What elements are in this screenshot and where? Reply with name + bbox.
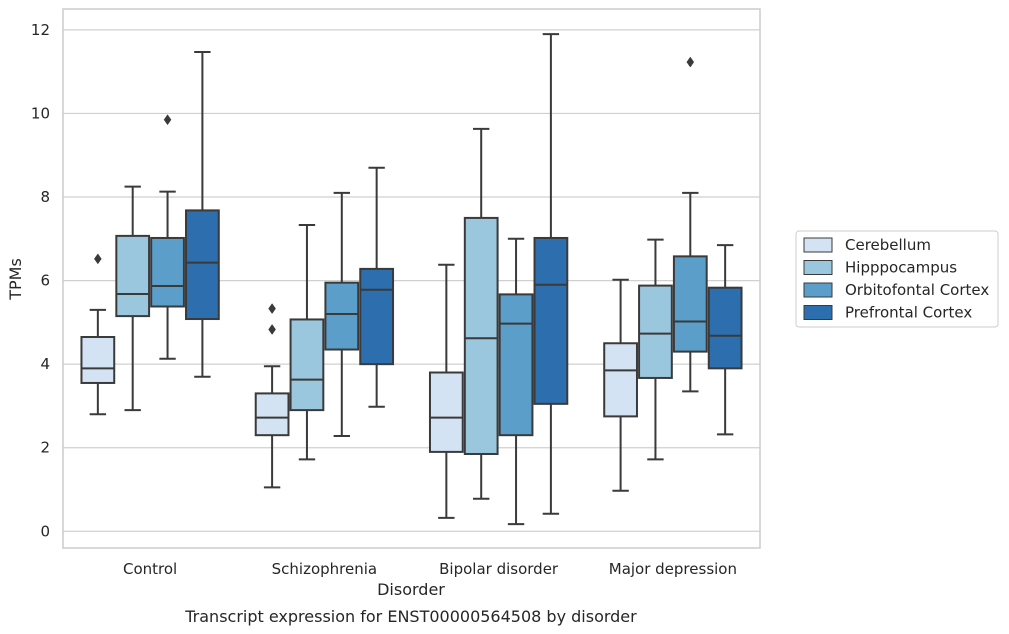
legend: Cerebellum Hipppocampus Orbitofontal Corte… <box>795 230 999 328</box>
box-body <box>115 234 151 318</box>
box-1-1 <box>289 224 325 461</box>
outlier-point <box>686 56 695 68</box>
legend-swatch <box>803 260 833 275</box>
y-tick-labels: 0 2 4 6 8 10 12 <box>31 21 50 540</box>
legend-label: Prefrontal Cortex <box>845 304 972 322</box>
box-body <box>672 255 708 353</box>
box-body <box>707 286 743 370</box>
box-1-2 <box>463 127 499 500</box>
box-3-2 <box>533 33 569 515</box>
box-2-1 <box>324 191 360 438</box>
x-tick-label: Bipolar disorder <box>439 560 559 578</box>
box-2-2 <box>498 237 534 526</box>
box-3-3 <box>707 244 743 436</box>
box-1-0 <box>115 185 151 412</box>
y-tick-label: 8 <box>40 188 50 206</box>
outlier-point <box>268 303 276 315</box>
box-body <box>463 216 499 455</box>
plot-area-frame <box>62 8 761 549</box>
x-tick-label: Schizophrenia <box>272 560 377 578</box>
box-body <box>428 371 464 453</box>
legend-label: Cerebellum <box>845 236 931 254</box>
y-axis-label: TPMs <box>6 258 25 301</box>
y-tick-label: 12 <box>31 21 50 39</box>
box-body <box>638 284 673 379</box>
box-body <box>289 318 325 412</box>
boxes-layer <box>80 33 743 526</box>
box-0-3 <box>603 278 638 492</box>
chart-caption: Transcript expression for ENST0000056450… <box>184 607 637 626</box>
box-body <box>533 236 569 405</box>
box-body <box>359 267 395 366</box>
y-tick-label: 6 <box>40 272 50 290</box>
legend-label: Hipppocampus <box>845 259 957 277</box>
box-0-1 <box>254 303 290 489</box>
x-axis-label: Disorder <box>377 580 445 599</box>
box-3-0 <box>185 51 220 378</box>
y-tick-label: 10 <box>31 104 50 122</box>
box-3-1 <box>359 166 395 408</box>
box-1-3 <box>638 238 673 461</box>
x-tick-labels: Control Schizophrenia Bipolar disorder Majo… <box>123 560 737 578</box>
y-tick-label: 2 <box>40 439 50 457</box>
outlier-point <box>163 114 172 126</box>
box-2-0 <box>150 114 185 360</box>
outlier-point <box>268 324 276 335</box>
outlier-point <box>94 253 102 265</box>
box-0-2 <box>428 263 464 519</box>
box-body <box>498 293 534 437</box>
box-body <box>254 392 290 437</box>
box-2-3 <box>672 56 708 393</box>
y-tick-label: 0 <box>40 522 50 540</box>
box-body <box>80 335 116 384</box>
box-body <box>185 209 220 321</box>
box-body <box>603 342 638 418</box>
legend-swatch <box>803 237 833 253</box>
legend-swatch <box>803 282 833 298</box>
x-tick-label: Control <box>123 560 177 578</box>
box-body <box>150 236 185 308</box>
box-0-0 <box>80 253 116 416</box>
x-tick-label: Major depression <box>609 560 737 578</box>
y-tick-label: 4 <box>40 355 50 373</box>
box-body <box>324 281 360 351</box>
legend-swatch <box>803 305 833 320</box>
legend-label: Orbitofontal Cortex <box>845 281 989 299</box>
legend-frame <box>795 230 999 328</box>
